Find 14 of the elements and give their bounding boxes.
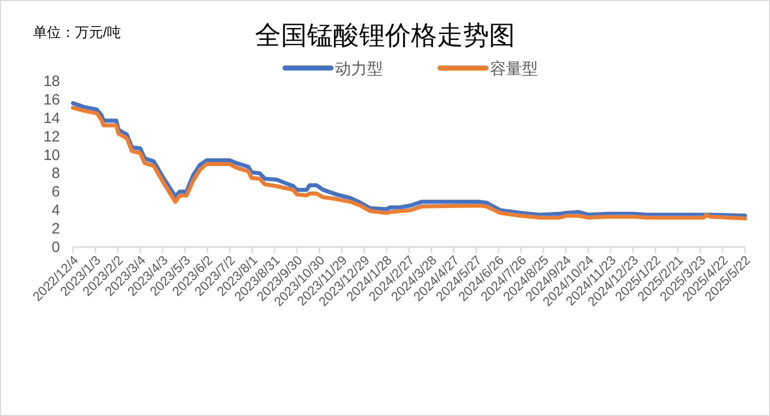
- y-tick-label: 10: [43, 146, 60, 164]
- annotation: 单位：万元/吨: [33, 24, 121, 40]
- y-tick-label: 16: [43, 91, 60, 108]
- legend-label: 动力型: [335, 60, 383, 78]
- y-tick-label: 18: [43, 73, 60, 90]
- y-tick-label: 14: [43, 110, 60, 127]
- y-tick-label: 4: [52, 202, 60, 220]
- y-tick-label: 12: [43, 128, 60, 146]
- y-tick-label: 0: [52, 239, 60, 256]
- title: 全国锰酸锂价格走势图: [255, 21, 515, 51]
- legend-label: 容量型: [490, 60, 538, 78]
- y-tick-label: 2: [52, 220, 60, 238]
- y-tick-label: 6: [52, 184, 60, 201]
- y-tick-label: 8: [52, 165, 60, 182]
